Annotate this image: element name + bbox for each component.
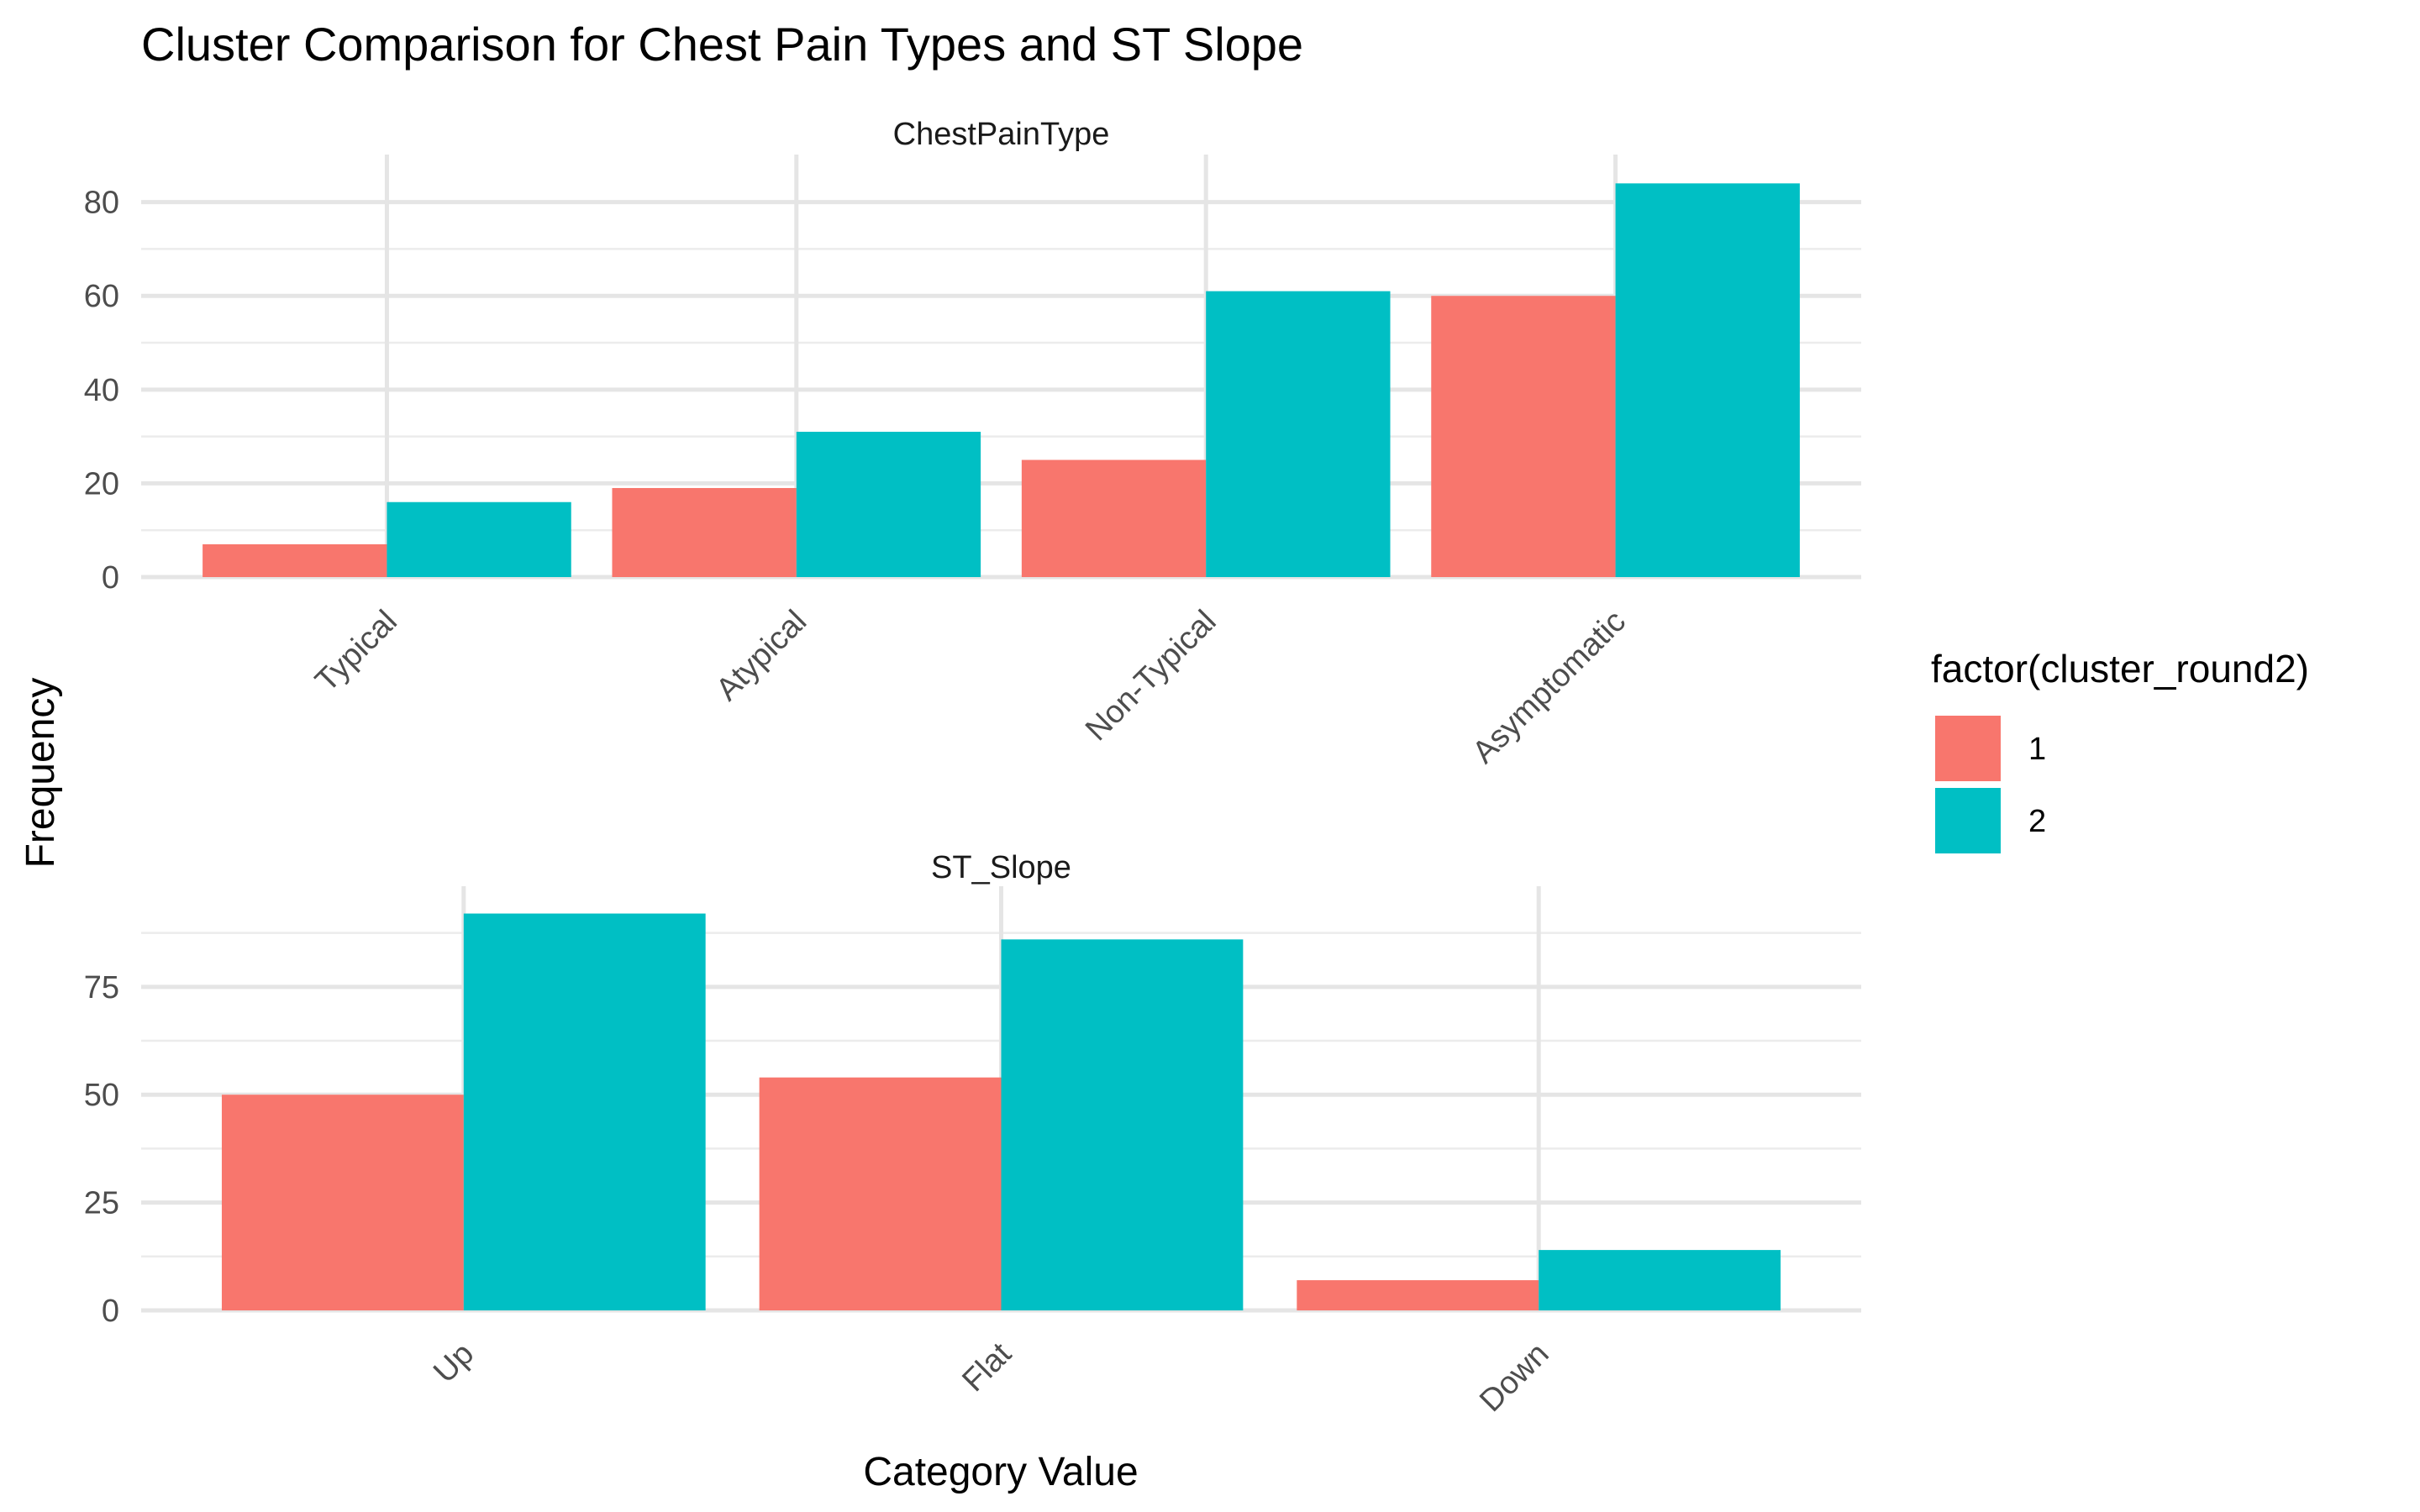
- y-axis-title: Frequency: [18, 678, 63, 869]
- bar-st-slope-up-cluster-2: [463, 913, 706, 1310]
- legend-label-1: 1: [2028, 732, 2046, 767]
- y-tick-label: 0: [102, 1294, 119, 1329]
- legend-label-2: 2: [2028, 804, 2046, 839]
- chart-title: Cluster Comparison for Chest Pain Types …: [141, 18, 1303, 71]
- y-tick-label: 60: [84, 279, 119, 314]
- bar-st-slope-down-cluster-1: [1297, 1280, 1539, 1310]
- y-tick-label: 0: [102, 560, 119, 596]
- x-axis-title: Category Value: [863, 1450, 1138, 1494]
- y-tick-label: 20: [84, 466, 119, 501]
- strip-label: ChestPainType: [893, 117, 1110, 152]
- bar-chestpaintype-non-typical-cluster-2: [1206, 291, 1391, 577]
- bar-st-slope-flat-cluster-1: [759, 1077, 1002, 1310]
- bar-chestpaintype-typical-cluster-1: [203, 543, 387, 577]
- bar-chestpaintype-asymptomatic-cluster-1: [1431, 296, 1616, 577]
- bar-chestpaintype-atypical-cluster-1: [612, 487, 797, 577]
- bar-st-slope-flat-cluster-2: [1001, 939, 1244, 1310]
- bar-chestpaintype-typical-cluster-2: [387, 501, 571, 577]
- bar-chestpaintype-atypical-cluster-2: [796, 432, 981, 577]
- bar-st-slope-up-cluster-1: [221, 1095, 464, 1310]
- bar-chestpaintype-non-typical-cluster-1: [1021, 459, 1207, 577]
- y-tick-label: 50: [84, 1078, 119, 1113]
- y-tick-label: 75: [84, 970, 119, 1005]
- y-tick-label: 80: [84, 186, 119, 221]
- y-tick-label: 25: [84, 1186, 119, 1221]
- bar-chestpaintype-asymptomatic-cluster-2: [1615, 183, 1800, 577]
- legend-swatch-1: [1935, 716, 2001, 781]
- legend-title: factor(cluster_round2): [1931, 647, 2309, 690]
- legend-swatch-2: [1935, 788, 2001, 853]
- legend: factor(cluster_round2) 12: [1931, 647, 2309, 853]
- bar-st-slope-down-cluster-2: [1539, 1250, 1781, 1310]
- y-tick-label: 40: [84, 373, 119, 408]
- legend-items: 12: [1935, 716, 2046, 853]
- strip-label: ST_Slope: [931, 850, 1071, 885]
